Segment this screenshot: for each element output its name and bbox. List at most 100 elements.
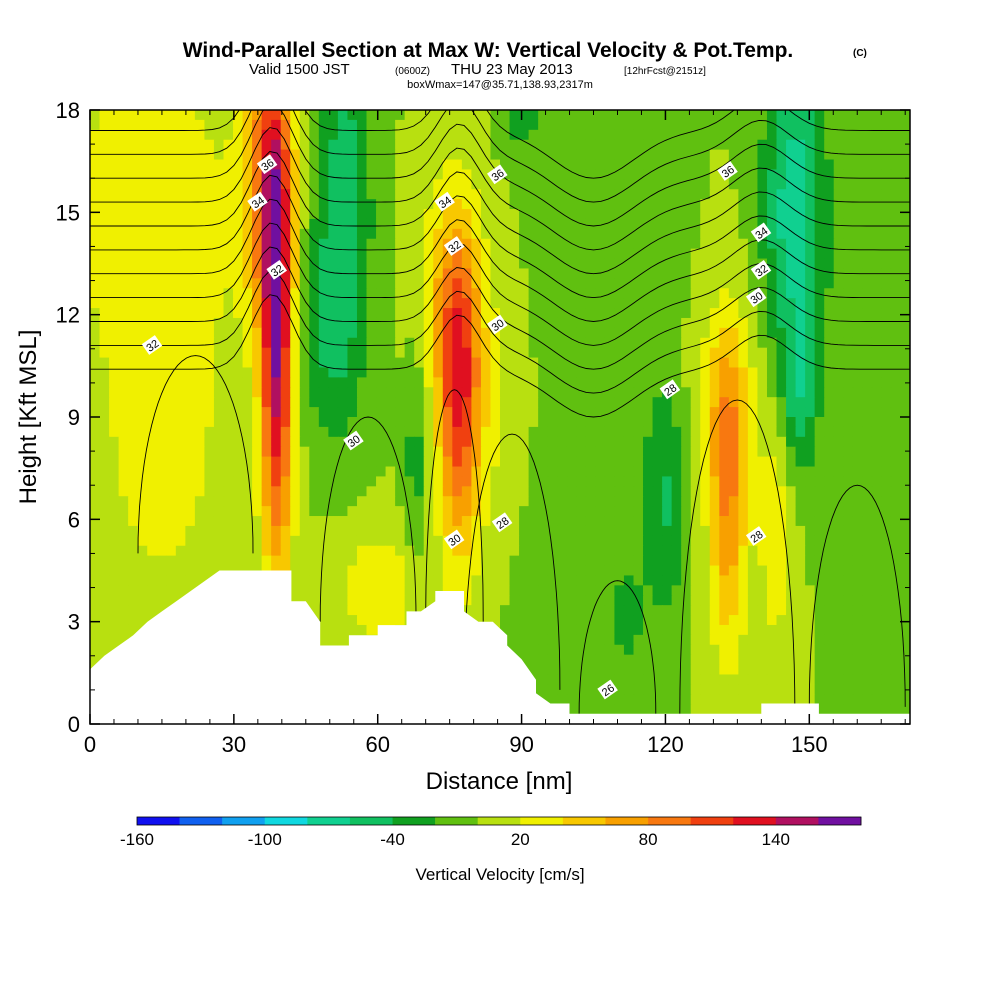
w-cell [728,139,739,151]
w-cell [700,387,711,398]
w-cell [766,238,778,250]
w-cell [538,446,549,458]
w-cell [595,179,606,190]
w-cell [500,446,511,458]
w-cell [843,258,854,270]
w-cell [490,199,501,210]
w-cell [576,466,587,478]
w-cell [633,209,644,220]
w-cell [337,615,349,626]
w-cell [643,179,654,190]
w-cell [700,654,711,666]
w-cell [547,317,558,329]
w-cell [662,189,673,200]
w-cell [890,218,902,230]
w-cell [862,337,873,349]
w-cell [356,565,368,577]
w-cell [519,575,530,586]
w-cell [318,476,329,487]
w-cell [223,288,234,299]
w-cell [328,268,339,279]
w-cell [385,565,396,577]
valid-date: THU 23 May 2013 [451,61,573,78]
w-cell [118,169,129,180]
w-cell [528,209,539,220]
w-cell [99,317,110,329]
w-cell [728,615,739,626]
w-cell [471,228,482,240]
w-cell [109,486,120,497]
w-cell [347,486,358,497]
w-cell [881,436,892,448]
w-cell [280,129,291,141]
w-cell [109,228,120,240]
w-cell [490,268,501,279]
w-cell [728,496,739,507]
w-cell [557,149,568,161]
w-cell [299,397,310,408]
w-cell [309,119,320,131]
w-cell [557,634,568,646]
w-cell [185,209,196,220]
w-cell [242,397,253,408]
w-cell [376,327,387,339]
w-cell [509,169,520,180]
w-cell [709,486,720,497]
w-cell [595,169,606,180]
w-cell [786,357,797,369]
w-cell [271,516,282,527]
w-cell [890,585,902,596]
w-cell [480,387,492,398]
w-cell [690,525,701,537]
w-cell [557,199,568,210]
w-cell [471,585,482,596]
w-cell [204,565,215,577]
w-cell [509,238,520,250]
w-cell [252,377,263,388]
w-cell [271,317,282,329]
w-cell [833,466,844,478]
w-cell [538,149,549,161]
w-cell [519,486,530,497]
w-cell [538,298,549,309]
w-cell [528,466,539,478]
w-cell [223,436,234,448]
w-cell [509,516,520,527]
w-cell [824,525,835,537]
w-cell [681,555,692,567]
w-cell [747,169,759,180]
w-cell [328,605,339,616]
w-cell [614,506,625,517]
w-cell [109,496,120,507]
w-cell [356,367,368,378]
w-cell [480,575,492,586]
w-cell [356,189,368,200]
w-cell [461,347,472,359]
w-cell [500,367,511,378]
w-cell [814,327,825,339]
w-cell [194,337,206,349]
w-cell [185,486,196,497]
w-cell [500,357,511,369]
w-cell [700,644,711,656]
w-cell [500,258,511,270]
w-cell [652,535,663,547]
w-cell [585,516,596,527]
w-cell [261,317,272,329]
w-cell [585,575,596,586]
w-cell [633,545,644,557]
w-cell [318,525,329,537]
w-cell [643,446,654,458]
w-cell [90,387,101,398]
w-cell [290,446,301,458]
w-cell [366,357,377,369]
w-cell [137,575,148,586]
w-cell [824,535,835,547]
w-cell [347,397,358,408]
w-cell [681,258,692,270]
w-cell [757,337,768,349]
w-cell [452,189,463,200]
w-cell [204,476,215,487]
w-cell [356,179,368,190]
w-cell [90,278,101,289]
